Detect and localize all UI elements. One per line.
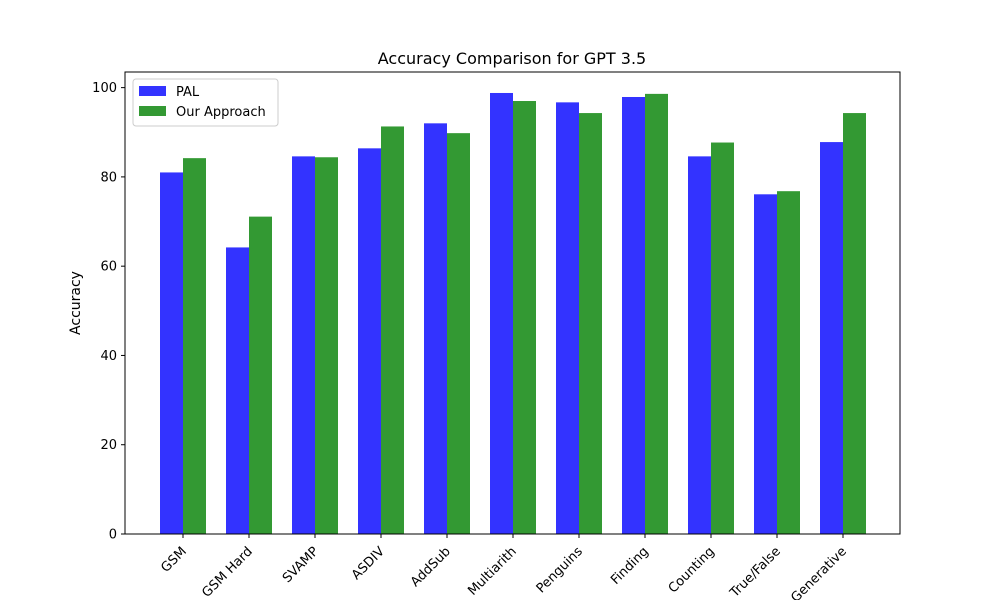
y-tick-label: 40	[100, 349, 117, 364]
bar-pal-3	[358, 148, 381, 534]
bar-our-approach-10	[843, 113, 866, 535]
bar-our-approach-5	[513, 101, 536, 534]
bar-our-approach-0	[183, 158, 206, 534]
y-tick-label: 60	[100, 260, 117, 275]
bar-our-approach-6	[579, 113, 602, 535]
bar-our-approach-7	[645, 93, 668, 534]
bar-our-approach-1	[249, 216, 272, 534]
y-tick-label: 20	[100, 438, 117, 453]
bar-pal-4	[424, 123, 447, 534]
bar-our-approach-8	[711, 142, 734, 535]
bar-pal-8	[688, 156, 711, 534]
bar-our-approach-2	[315, 157, 338, 534]
bar-our-approach-4	[447, 133, 470, 534]
series-0	[160, 92, 843, 535]
bar-pal-10	[820, 142, 843, 534]
legend: PAL Our Approach	[132, 78, 279, 127]
bar-pal-7	[622, 96, 645, 534]
y-tick-label: 100	[92, 81, 117, 96]
series-1	[183, 93, 866, 535]
bar-pal-5	[490, 92, 513, 535]
bar-pal-2	[292, 156, 315, 534]
chart-title: Accuracy Comparison for GPT 3.5	[378, 49, 646, 68]
legend-swatch-our-approach	[139, 106, 166, 116]
bar-pal-6	[556, 102, 579, 534]
bars-layer	[160, 92, 866, 535]
bar-pal-9	[754, 194, 777, 534]
y-tick-label: 0	[109, 528, 117, 543]
bar-pal-1	[226, 247, 249, 534]
legend-box	[132, 78, 279, 127]
y-tick-label: 80	[100, 170, 117, 185]
legend-label-our-approach: Our Approach	[176, 105, 266, 120]
y-axis-label: Accuracy	[68, 271, 84, 335]
legend-label-pal: PAL	[176, 85, 200, 100]
legend-swatch-pal	[139, 86, 166, 96]
bar-our-approach-3	[381, 126, 404, 534]
bar-pal-0	[160, 172, 183, 534]
bar-our-approach-9	[777, 191, 800, 534]
